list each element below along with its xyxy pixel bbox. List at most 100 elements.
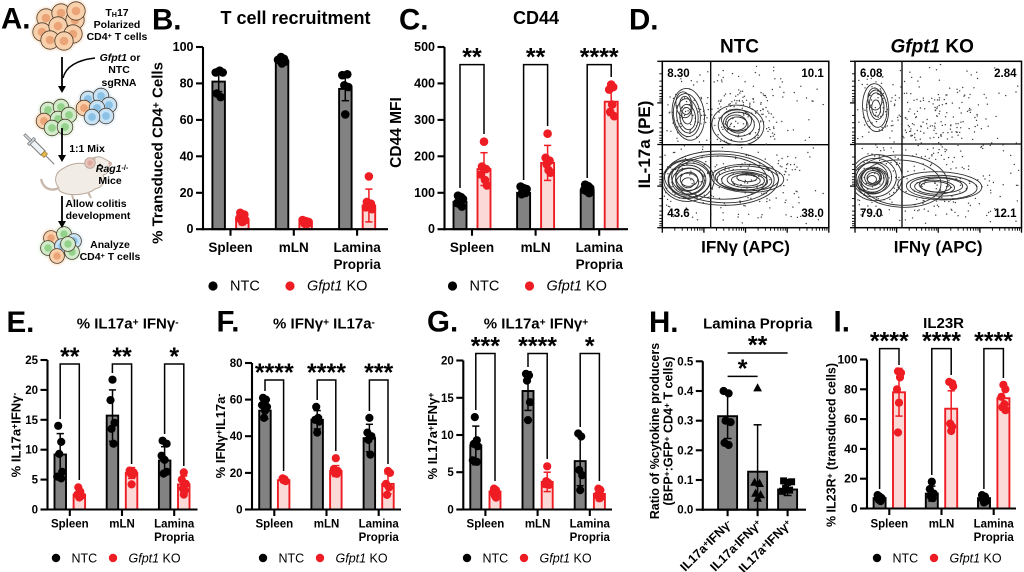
svg-text:**: ** xyxy=(60,343,80,371)
svg-text:60: 60 xyxy=(230,395,243,407)
svg-text:% IL17a+IFNγ+: % IL17a+IFNγ+ xyxy=(425,393,440,480)
svg-text:Propria: Propria xyxy=(974,532,1015,544)
svg-text:NTC: NTC xyxy=(893,552,919,566)
svg-text:80: 80 xyxy=(844,382,858,396)
svg-text:Gfpt1 KO: Gfpt1 KO xyxy=(540,552,592,566)
svg-text:*: * xyxy=(169,343,179,371)
svg-text:40: 40 xyxy=(230,431,243,443)
svg-text:Lamina: Lamina xyxy=(576,240,624,255)
svg-text:40: 40 xyxy=(180,149,194,163)
svg-text:10: 10 xyxy=(441,430,454,442)
svg-text:CD44: CD44 xyxy=(513,8,559,28)
svg-text:NTC: NTC xyxy=(483,552,509,566)
svg-text:0: 0 xyxy=(447,505,453,517)
svg-text:% IL17a+ IFNγ-: % IL17a+ IFNγ- xyxy=(77,316,179,333)
svg-text:400: 400 xyxy=(414,76,435,90)
svg-text:12.1: 12.1 xyxy=(994,208,1017,220)
svg-text:100: 100 xyxy=(837,353,857,367)
svg-text:Spleen: Spleen xyxy=(255,519,293,531)
svg-text:Lamina: Lamina xyxy=(974,519,1015,531)
svg-text:T cell recruitment: T cell recruitment xyxy=(220,8,370,28)
svg-text:**: ** xyxy=(112,343,132,371)
svg-text:IFNγ (APC): IFNγ (APC) xyxy=(701,238,790,257)
svg-text:15: 15 xyxy=(441,393,454,405)
svg-text:79.0: 79.0 xyxy=(860,208,882,220)
svg-text:% IFNγ+IL17a-: % IFNγ+IL17a- xyxy=(213,394,228,479)
svg-text:C.: C. xyxy=(399,4,429,37)
svg-text:Mice: Mice xyxy=(98,175,122,187)
svg-text:% Transduced CD4+ Cells: % Transduced CD4+ Cells xyxy=(150,62,167,244)
svg-text:20: 20 xyxy=(844,472,858,486)
svg-text:CD4+ T cells: CD4+ T cells xyxy=(80,251,141,263)
svg-text:6.08: 6.08 xyxy=(860,68,883,80)
svg-text:Propria: Propria xyxy=(154,532,195,544)
svg-text:% IFNγ+ IL17a-: % IFNγ+ IL17a- xyxy=(273,316,375,333)
svg-text:% IL17a+IFNγ-: % IL17a+IFNγ- xyxy=(9,393,24,478)
svg-text:H.: H. xyxy=(649,306,679,339)
svg-text:sgRNA: sgRNA xyxy=(101,77,136,89)
svg-text:IL23R: IL23R xyxy=(923,315,964,332)
svg-text:****: **** xyxy=(580,43,619,71)
svg-text:Lamina Propria: Lamina Propria xyxy=(703,316,813,333)
svg-text:Allow colitis: Allow colitis xyxy=(65,198,126,210)
svg-text:Propria: Propria xyxy=(576,257,624,272)
svg-text:mLN: mLN xyxy=(929,519,955,531)
svg-text:Ratio of %cytokine producers: Ratio of %cytokine producers xyxy=(648,343,662,519)
svg-text:80: 80 xyxy=(230,358,243,370)
svg-text:43.6: 43.6 xyxy=(667,208,689,220)
svg-text:mLN: mLN xyxy=(279,240,309,255)
svg-text:10.1: 10.1 xyxy=(801,68,824,80)
svg-text:Spleen: Spleen xyxy=(467,519,505,531)
svg-text:10: 10 xyxy=(25,445,38,457)
svg-text:Lamina: Lamina xyxy=(154,519,195,531)
svg-text:300: 300 xyxy=(414,113,435,127)
svg-text:0.3: 0.3 xyxy=(677,416,693,428)
svg-text:NTC: NTC xyxy=(108,64,130,76)
svg-text:0: 0 xyxy=(851,502,858,516)
svg-text:0.1: 0.1 xyxy=(677,475,694,487)
svg-text:Gfpt1 KO: Gfpt1 KO xyxy=(891,36,974,57)
svg-text:38.0: 38.0 xyxy=(801,208,823,220)
svg-text:NTC: NTC xyxy=(72,552,98,566)
svg-text:NTC: NTC xyxy=(279,552,305,566)
svg-text:0.5: 0.5 xyxy=(677,356,694,368)
svg-text:NTC: NTC xyxy=(230,279,260,295)
svg-text:**: ** xyxy=(748,332,768,360)
svg-text:1:1 Mix: 1:1 Mix xyxy=(69,143,105,155)
svg-text:Spleen: Spleen xyxy=(450,240,494,255)
svg-text:B.: B. xyxy=(152,4,182,37)
svg-text:60: 60 xyxy=(180,113,194,127)
svg-text:NTC: NTC xyxy=(470,279,500,295)
svg-text:TH17: TH17 xyxy=(105,7,128,19)
svg-text:0: 0 xyxy=(428,222,435,236)
svg-text:0.2: 0.2 xyxy=(677,445,693,457)
svg-text:**: ** xyxy=(462,43,482,71)
svg-text:60: 60 xyxy=(844,412,858,426)
svg-text:mLN: mLN xyxy=(525,519,551,531)
svg-text:5: 5 xyxy=(447,467,454,479)
svg-text:Spleen: Spleen xyxy=(51,519,89,531)
svg-text:****: **** xyxy=(518,332,557,360)
svg-text:Polarized: Polarized xyxy=(94,19,141,31)
svg-text:Gfpt1 KO: Gfpt1 KO xyxy=(950,552,1002,566)
svg-text:mLN: mLN xyxy=(109,519,135,531)
svg-text:Propria: Propria xyxy=(570,532,611,544)
svg-text:Propria: Propria xyxy=(359,532,400,544)
svg-text:0: 0 xyxy=(32,505,38,517)
svg-text:F.: F. xyxy=(217,306,240,339)
svg-text:D.: D. xyxy=(629,4,659,37)
svg-text:(BFP+:GFP+ CD4+ T cells): (BFP+:GFP+ CD4+ T cells) xyxy=(662,357,676,506)
svg-text:0.0: 0.0 xyxy=(677,505,693,517)
svg-text:Analyze: Analyze xyxy=(90,239,130,251)
svg-text:0: 0 xyxy=(187,222,194,236)
svg-text:development: development xyxy=(66,210,131,222)
svg-text:Gfpt1 KO: Gfpt1 KO xyxy=(129,552,181,566)
svg-text:G.: G. xyxy=(427,306,458,339)
svg-text:5: 5 xyxy=(32,475,39,487)
svg-text:I.: I. xyxy=(834,306,850,339)
svg-text:100: 100 xyxy=(414,186,435,200)
svg-text:Gfpt1 or: Gfpt1 or xyxy=(100,52,141,64)
svg-text:*: * xyxy=(585,332,595,360)
svg-text:Lamina: Lamina xyxy=(570,519,611,531)
svg-text:% IL23R+ (transduced cells): % IL23R+ (transduced cells) xyxy=(825,363,839,527)
